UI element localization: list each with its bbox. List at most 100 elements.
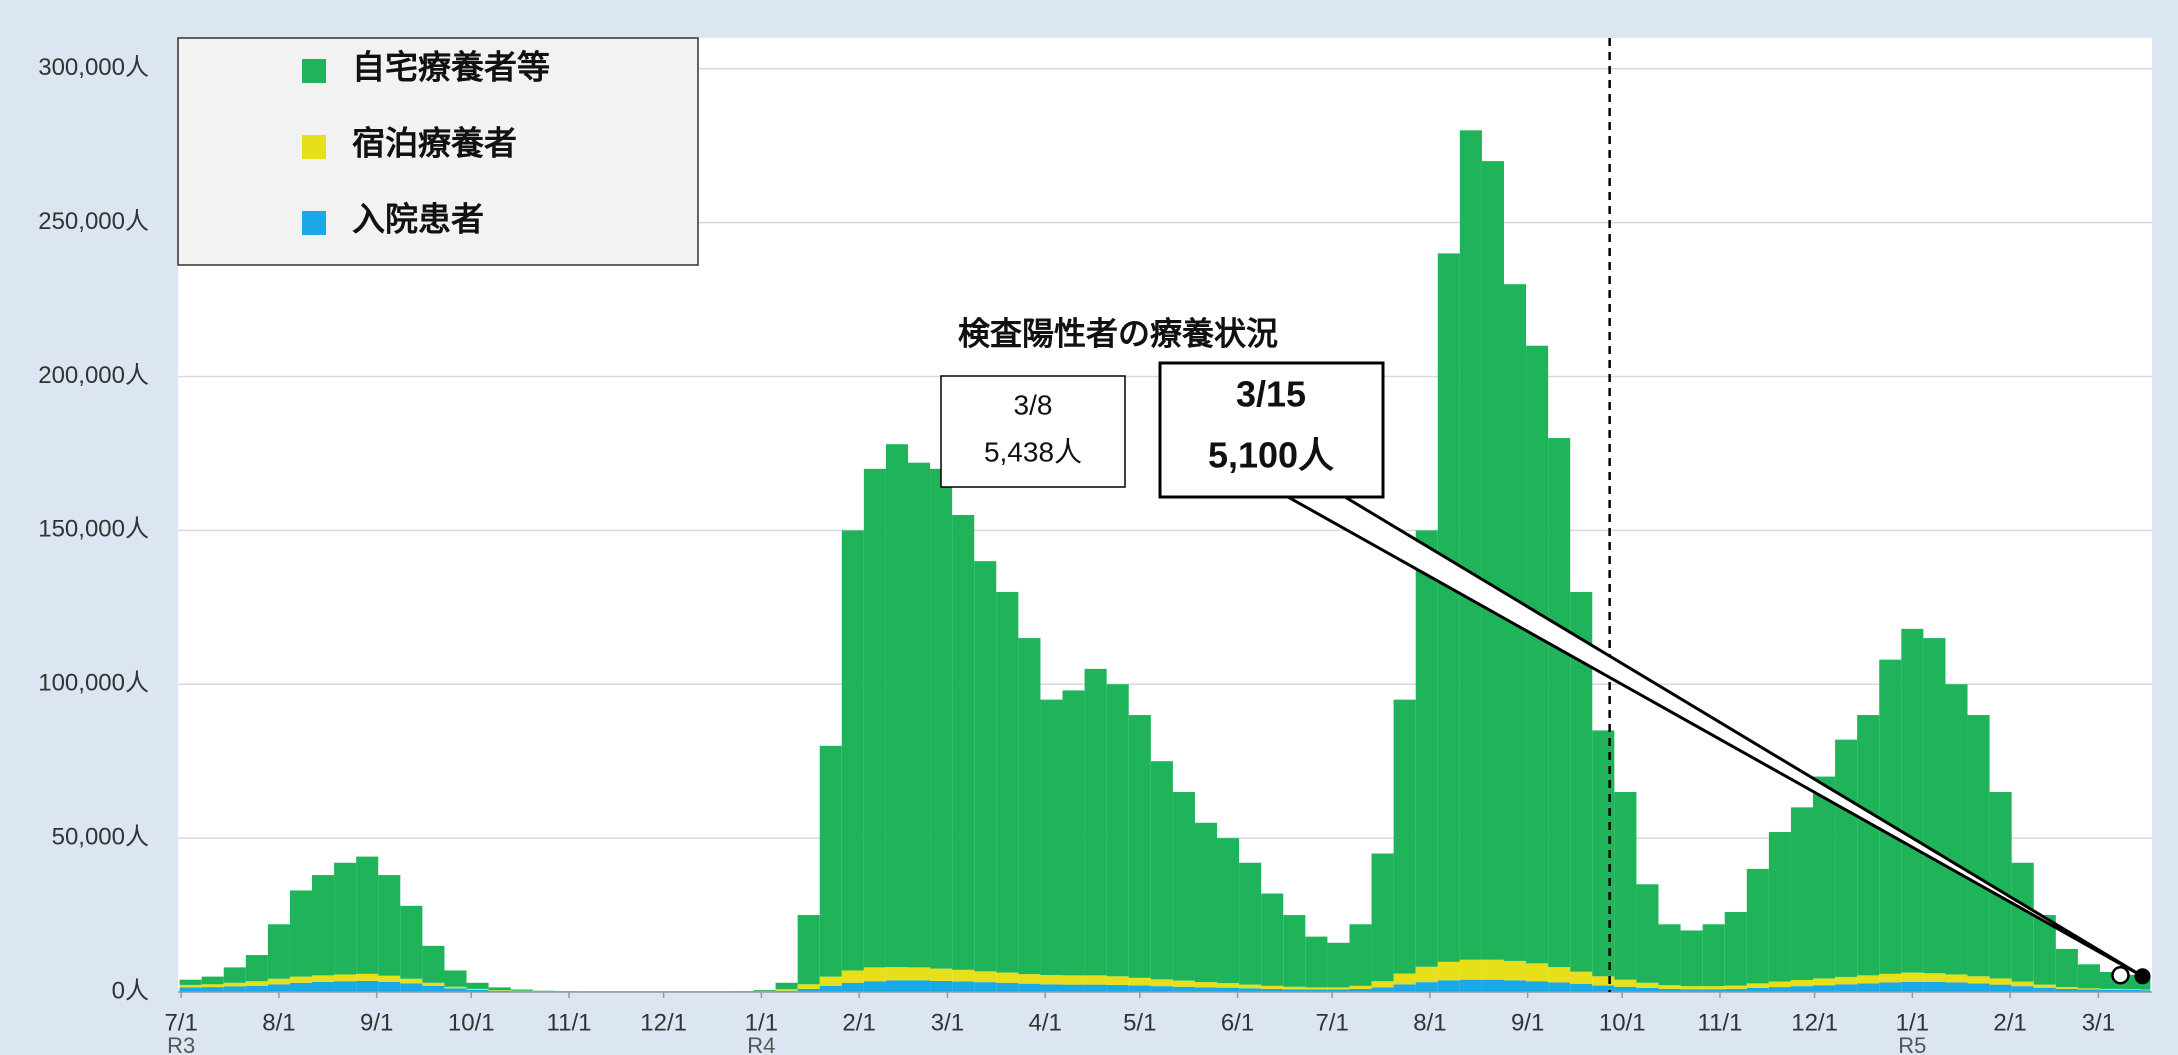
- bar-segment: [1305, 987, 1328, 990]
- bar-segment: [775, 989, 798, 991]
- bar-segment: [908, 967, 931, 981]
- bar-segment: [378, 981, 401, 992]
- bar-segment: [201, 984, 224, 988]
- bar-segment: [1503, 980, 1527, 992]
- bar-segment: [1283, 986, 1306, 990]
- y-tick-label: 200,000人: [38, 362, 149, 389]
- bar-segment: [2077, 964, 2100, 989]
- legend-label: 自宅療養者等: [352, 49, 550, 86]
- bar-segment: [1570, 983, 1593, 992]
- bar-segment: [1570, 971, 1593, 984]
- bar-segment: [1548, 438, 1571, 968]
- bar-segment: [1150, 986, 1173, 992]
- x-tick-label: 10/1: [1599, 1009, 1646, 1036]
- bar-segment: [1548, 967, 1571, 983]
- bar-segment: [1636, 982, 1659, 988]
- bar-segment: [1481, 161, 1504, 960]
- bar-segment: [908, 980, 931, 992]
- bar-segment: [1084, 984, 1107, 992]
- bar-segment: [1128, 985, 1151, 992]
- legend-swatch: [302, 135, 326, 159]
- bar-segment: [1194, 987, 1218, 992]
- bar-segment: [1194, 982, 1218, 988]
- bar-segment: [753, 990, 776, 992]
- bar-segment: [930, 468, 953, 969]
- bar-segment: [1106, 976, 1129, 985]
- bar-segment: [841, 970, 864, 983]
- bar-segment: [2011, 986, 2034, 992]
- bar-segment: [1857, 715, 1880, 976]
- bar-segment: [2099, 989, 2123, 992]
- bar-segment: [1967, 715, 1990, 977]
- bar-segment: [1283, 989, 1306, 992]
- bar-segment: [1614, 986, 1637, 992]
- bar-segment: [1548, 982, 1571, 992]
- x-tick-label: 1/1: [1896, 1009, 1929, 1036]
- bar-segment: [1239, 988, 1262, 992]
- bar-segment: [245, 955, 268, 982]
- bar-segment: [2122, 989, 2141, 992]
- bar-segment: [1040, 975, 1063, 985]
- callout-text: 3/15: [1236, 374, 1306, 415]
- bar-segment: [1437, 961, 1460, 981]
- bar-segment: [356, 980, 379, 992]
- bar-segment: [1481, 959, 1504, 980]
- bar-segment: [1702, 924, 1725, 987]
- bar-segment: [334, 981, 357, 992]
- bar-segment: [1680, 930, 1703, 987]
- bar-segment: [908, 462, 931, 968]
- bar-segment: [1746, 868, 1769, 984]
- bar-segment: [1901, 972, 1924, 982]
- bar-segment: [179, 987, 202, 992]
- bar-segment: [1724, 985, 1747, 989]
- bar-segment: [400, 983, 423, 992]
- bar-segment: [863, 967, 886, 982]
- bar-segment: [2011, 981, 2034, 987]
- bar-segment: [885, 444, 909, 968]
- bar-segment: [1062, 975, 1085, 985]
- bar-segment: [1172, 986, 1195, 992]
- bar-segment: [1746, 983, 1769, 988]
- bar-segment: [1835, 976, 1858, 985]
- bar-segment: [1437, 253, 1460, 962]
- bar-segment: [797, 988, 820, 992]
- bar-segment: [1923, 638, 1946, 974]
- x-group-label: R3: [167, 1033, 195, 1055]
- bar-segment: [1106, 684, 1129, 977]
- bar-segment: [952, 981, 975, 992]
- bar-segment: [1658, 924, 1681, 986]
- bar-segment: [1327, 987, 1350, 990]
- bar-segment: [1018, 638, 1041, 975]
- bar-segment: [488, 990, 511, 991]
- legend-swatch: [302, 211, 326, 235]
- bar-segment: [1150, 979, 1173, 987]
- bar-segment: [1172, 791, 1195, 981]
- bar-segment: [952, 515, 975, 970]
- bar-segment: [1261, 988, 1284, 992]
- x-tick-label: 2/1: [842, 1009, 875, 1036]
- bar-segment: [1172, 980, 1195, 987]
- bar-segment: [444, 970, 467, 987]
- x-tick-label: 7/1: [164, 1009, 197, 1036]
- bar-segment: [1768, 831, 1791, 982]
- bar-segment: [1658, 988, 1681, 992]
- bar-segment: [1570, 591, 1593, 972]
- bar-segment: [356, 856, 379, 974]
- bar-segment: [974, 982, 997, 992]
- bar-segment: [2077, 988, 2100, 990]
- bar-segment: [289, 982, 313, 992]
- bar-segment: [1393, 984, 1416, 992]
- bar-segment: [2055, 988, 2078, 992]
- bar-segment: [1040, 984, 1063, 992]
- callout-text: 3/8: [1014, 389, 1053, 420]
- bar-segment: [1989, 984, 2012, 992]
- bar-segment: [797, 984, 820, 989]
- bar-segment: [422, 982, 445, 986]
- bar-segment: [1481, 979, 1504, 992]
- bar-segment: [1526, 963, 1549, 982]
- bar-segment: [201, 987, 224, 992]
- bar-segment: [1371, 981, 1394, 988]
- bar-segment: [1879, 982, 1902, 992]
- bar-segment: [312, 975, 335, 982]
- x-tick-label: 4/1: [1028, 1009, 1061, 1036]
